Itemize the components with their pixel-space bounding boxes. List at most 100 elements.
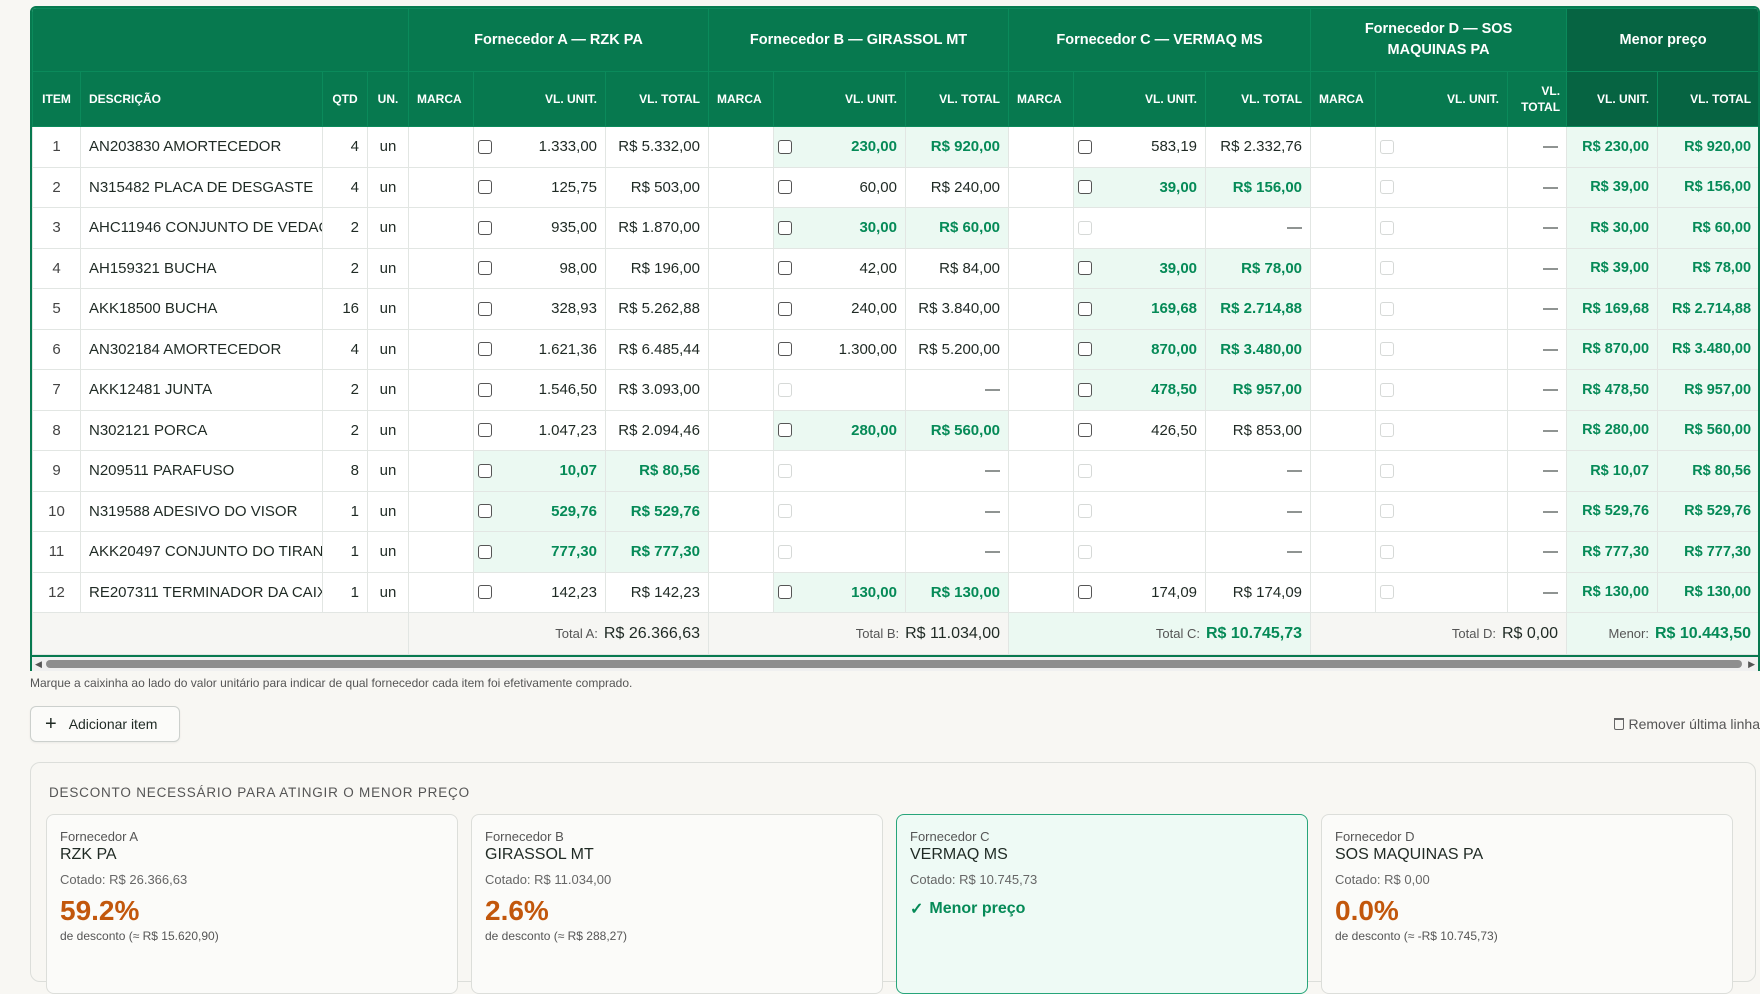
supplier-a-brand[interactable] [409,167,474,208]
supplier-a-unit-price[interactable]: 142,23 [474,572,606,613]
supplier-a-unit-price[interactable]: 529,76 [474,491,606,532]
item-quantity[interactable]: 4 [323,329,368,370]
supplier-a-purchased-checkbox[interactable] [478,302,492,316]
supplier-a-unit-price[interactable]: 98,00 [474,248,606,289]
horizontal-scrollbar[interactable]: ◀ ▶ [30,657,1760,671]
supplier-b-purchased-checkbox[interactable] [778,221,792,235]
supplier-a-purchased-checkbox[interactable] [478,464,492,478]
supplier-a-brand[interactable] [409,451,474,492]
supplier-a-unit-price[interactable]: 1.546,50 [474,370,606,411]
supplier-b-brand[interactable] [709,127,774,168]
supplier-b-brand[interactable] [709,289,774,330]
item-description[interactable]: N319588 ADESIVO DO VISOR [81,491,323,532]
item-description[interactable]: AKK20497 CONJUNTO DO TIRANTE [81,532,323,573]
item-unit[interactable]: un [368,532,409,573]
supplier-c-purchased-checkbox[interactable] [1078,261,1092,275]
supplier-c-unit-price[interactable]: 426,50 [1074,410,1206,451]
supplier-b-purchased-checkbox[interactable] [778,261,792,275]
supplier-c-brand[interactable] [1009,329,1074,370]
supplier-d-unit-price[interactable] [1376,410,1508,451]
supplier-a-unit-price[interactable]: 125,75 [474,167,606,208]
supplier-d-unit-price[interactable] [1376,532,1508,573]
supplier-b-brand[interactable] [709,410,774,451]
supplier-d-brand[interactable] [1311,572,1376,613]
item-unit[interactable]: un [368,127,409,168]
item-description[interactable]: RE207311 TERMINADOR DA CAIXA [81,572,323,613]
supplier-a-purchased-checkbox[interactable] [478,545,492,559]
supplier-c-brand[interactable] [1009,289,1074,330]
supplier-d-brand[interactable] [1311,329,1376,370]
supplier-a-purchased-checkbox[interactable] [478,504,492,518]
supplier-c-unit-price[interactable] [1074,451,1206,492]
supplier-a-unit-price[interactable]: 935,00 [474,208,606,249]
item-quantity[interactable]: 8 [323,451,368,492]
scrollbar-thumb[interactable] [46,660,1742,668]
supplier-c-unit-price[interactable]: 870,00 [1074,329,1206,370]
supplier-b-purchased-checkbox[interactable] [778,585,792,599]
supplier-a-unit-price[interactable]: 1.333,00 [474,127,606,168]
supplier-a-purchased-checkbox[interactable] [478,261,492,275]
supplier-b-unit-price[interactable] [774,370,906,411]
supplier-c-unit-price[interactable]: 583,19 [1074,127,1206,168]
supplier-d-brand[interactable] [1311,289,1376,330]
supplier-b-unit-price[interactable]: 280,00 [774,410,906,451]
supplier-a-purchased-checkbox[interactable] [478,423,492,437]
supplier-a-brand[interactable] [409,127,474,168]
supplier-b-brand[interactable] [709,532,774,573]
supplier-a-brand[interactable] [409,491,474,532]
supplier-a-unit-price[interactable]: 1.621,36 [474,329,606,370]
item-description[interactable]: N209511 PARAFUSO [81,451,323,492]
item-description[interactable]: N315482 PLACA DE DESGASTE [81,167,323,208]
supplier-c-brand[interactable] [1009,491,1074,532]
supplier-d-unit-price[interactable] [1376,329,1508,370]
item-unit[interactable]: un [368,451,409,492]
supplier-c-brand[interactable] [1009,208,1074,249]
supplier-c-brand[interactable] [1009,451,1074,492]
supplier-a-purchased-checkbox[interactable] [478,221,492,235]
supplier-a-brand[interactable] [409,532,474,573]
supplier-b-unit-price[interactable] [774,532,906,573]
supplier-b-unit-price[interactable]: 240,00 [774,289,906,330]
supplier-d-unit-price[interactable] [1376,451,1508,492]
item-quantity[interactable]: 1 [323,532,368,573]
supplier-a-brand[interactable] [409,329,474,370]
item-description[interactable]: N302121 PORCA [81,410,323,451]
item-description[interactable]: AHC11946 CONJUNTO DE VEDAÇÃO [81,208,323,249]
supplier-a-brand[interactable] [409,208,474,249]
remove-last-row-button[interactable]: Remover última linha [1614,716,1760,732]
item-unit[interactable]: un [368,289,409,330]
item-unit[interactable]: un [368,167,409,208]
supplier-c-unit-price[interactable]: 478,50 [1074,370,1206,411]
item-description[interactable]: AKK12481 JUNTA [81,370,323,411]
supplier-a-purchased-checkbox[interactable] [478,585,492,599]
supplier-c-unit-price[interactable] [1074,532,1206,573]
item-quantity[interactable]: 2 [323,410,368,451]
supplier-b-unit-price[interactable]: 1.300,00 [774,329,906,370]
item-description[interactable]: AN302184 AMORTECEDOR [81,329,323,370]
supplier-b-unit-price[interactable]: 42,00 [774,248,906,289]
supplier-c-unit-price[interactable] [1074,208,1206,249]
supplier-b-brand[interactable] [709,491,774,532]
supplier-a-brand[interactable] [409,248,474,289]
supplier-d-unit-price[interactable] [1376,491,1508,532]
supplier-b-purchased-checkbox[interactable] [778,140,792,154]
supplier-d-unit-price[interactable] [1376,289,1508,330]
supplier-d-unit-price[interactable] [1376,127,1508,168]
supplier-b-purchased-checkbox[interactable] [778,423,792,437]
supplier-c-brand[interactable] [1009,370,1074,411]
supplier-d-unit-price[interactable] [1376,208,1508,249]
supplier-a-unit-price[interactable]: 328,93 [474,289,606,330]
supplier-a-purchased-checkbox[interactable] [478,383,492,397]
supplier-b-unit-price[interactable] [774,451,906,492]
supplier-c-brand[interactable] [1009,248,1074,289]
supplier-b-brand[interactable] [709,167,774,208]
supplier-b-purchased-checkbox[interactable] [778,302,792,316]
supplier-c-brand[interactable] [1009,167,1074,208]
item-unit[interactable]: un [368,491,409,532]
supplier-d-brand[interactable] [1311,167,1376,208]
supplier-d-brand[interactable] [1311,127,1376,168]
item-unit[interactable]: un [368,410,409,451]
supplier-b-unit-price[interactable]: 60,00 [774,167,906,208]
item-quantity[interactable]: 1 [323,491,368,532]
item-unit[interactable]: un [368,248,409,289]
